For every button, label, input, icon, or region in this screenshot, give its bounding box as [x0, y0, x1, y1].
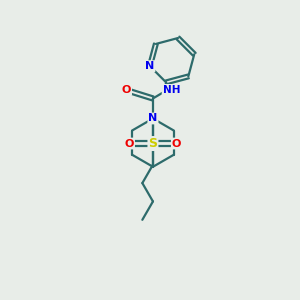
Text: O: O [122, 85, 131, 94]
Text: N: N [148, 113, 158, 124]
Text: S: S [148, 137, 158, 150]
Text: O: O [125, 139, 134, 148]
Text: O: O [172, 139, 181, 148]
Text: NH: NH [163, 85, 180, 95]
Text: N: N [145, 61, 154, 71]
